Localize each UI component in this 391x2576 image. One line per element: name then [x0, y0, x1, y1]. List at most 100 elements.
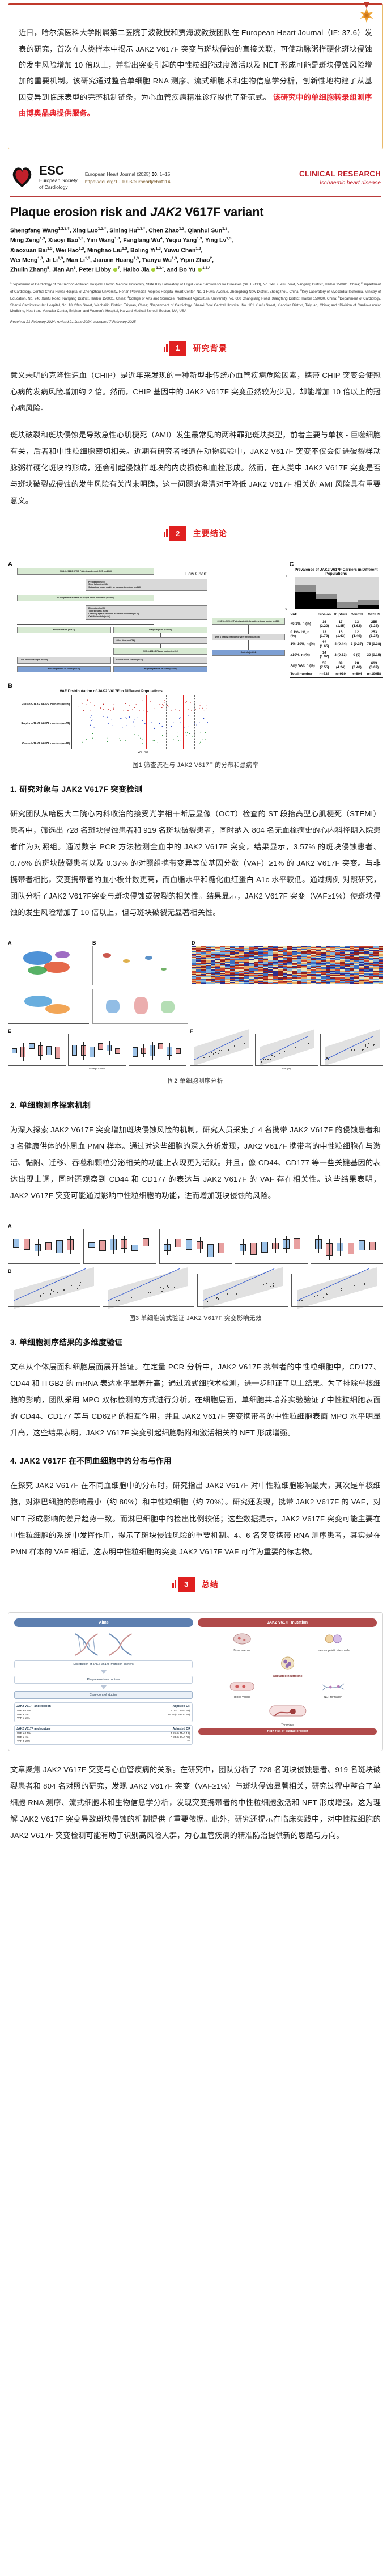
- abstract-mutation-title: JAK2 V617F mutation: [198, 1618, 377, 1627]
- vaf-cell: 3 (0.37): [348, 639, 365, 650]
- box-plot-whisker: [152, 1042, 153, 1060]
- fig2-correlation-panel: F VAF (%): [190, 1028, 383, 1070]
- vaf-data-point: [123, 710, 124, 711]
- bar-erosion: [295, 577, 316, 609]
- section-chip-background: 1 研究背景: [0, 341, 391, 356]
- correlation-data-point: [150, 1292, 151, 1293]
- stem-cell-icon: [290, 1631, 377, 1646]
- vaf-cell: 12 (1.49): [348, 629, 365, 639]
- heatmap-cell: [235, 983, 239, 984]
- vaf-data-point: [167, 705, 168, 706]
- subsection-4-paragraph: 在探究 JAK2 V617F 在不同血细胞中的分布时，研究指出 JAK2 V61…: [10, 1477, 381, 1559]
- citation-volume: 00: [152, 171, 157, 177]
- heatmap-cell: [268, 983, 273, 984]
- correlation-data-point: [364, 1283, 366, 1284]
- subsection-2: 2. 单细胞测序探索机制 为深入探索 JAK2 V617F 突变增加斑块侵蚀风险…: [0, 1099, 391, 1204]
- heatmap-cell: [196, 983, 201, 984]
- intro-section: 近日，哈尔滨医科大学附属第二医院于波教授和贾海波教授团队在 European H…: [0, 0, 391, 149]
- vaf-data-point: [195, 709, 196, 710]
- flow-node-erosion-cases: Erosion patients as cases (n=728): [17, 666, 111, 673]
- box-plot-whisker: [286, 1236, 287, 1253]
- vaf-data-point: [180, 740, 181, 741]
- correlation-data-point: [216, 1298, 217, 1299]
- heatmap-cell: [379, 983, 383, 984]
- vaf-cell: 14 (1.92): [316, 650, 333, 660]
- vaf-cell: n=19958: [365, 671, 383, 677]
- vaf-data-point: [126, 718, 128, 719]
- orcid-icon[interactable]: [198, 268, 202, 272]
- abstract-activated-neutrophil-label: Activated neutrophil: [198, 1675, 377, 1678]
- subsection-4-heading: 4. JAK2 V617F 在不同血细胞中的分布与作用: [10, 1454, 381, 1466]
- abstract-arrow-2-icon: [101, 1685, 107, 1689]
- panel-b-title: VAF Distributation of JAK2 V617F in Diff…: [8, 689, 214, 693]
- orcid-icon[interactable]: [151, 268, 155, 272]
- fig2-panel-d-label: D: [192, 940, 383, 946]
- heatmap-cell: [215, 983, 220, 984]
- vaf-data-point: [134, 734, 135, 735]
- vaf-data-point: [140, 737, 141, 739]
- correlation-data-point: [274, 1056, 275, 1057]
- citation-prefix: European Heart Journal (2025): [85, 171, 152, 177]
- fig3-scatter-3: [197, 1274, 289, 1307]
- vaf-data-point: [200, 702, 201, 703]
- fig3-bar-cd62p: [311, 1229, 383, 1264]
- heatmap-cell: [244, 983, 249, 984]
- correlation-data-point: [270, 1059, 271, 1060]
- vaf-data-point: [185, 732, 186, 733]
- journal-doi-link[interactable]: https://doi.org/10.1093/eurheartj/ehaf11…: [85, 178, 171, 185]
- correlation-data-point: [368, 1043, 369, 1044]
- activated-neutrophil-icon: [232, 1655, 343, 1672]
- heatmap-cell: [264, 983, 268, 984]
- citation-pages: , 1–15: [157, 171, 170, 177]
- vaf-data-point: [162, 735, 163, 736]
- vaf-prevalence-table: VAF Erosion Rupture Control GESUS <0.1%, n (…: [290, 612, 384, 677]
- flow-node-rupture: Plaque rupture (n=2706): [113, 627, 207, 634]
- correlation-data-point: [174, 1287, 175, 1288]
- vaf-data-point: [103, 716, 104, 717]
- background-body: 意义未明的克隆性造血（CHIP）是近年来发现的一种新型非传统心血管疾病危险因素，…: [0, 367, 391, 509]
- heatmap-cell: [254, 983, 258, 984]
- vaf-data-point: [121, 718, 122, 719]
- orcid-icon[interactable]: [113, 268, 117, 272]
- heatmap-cell: [373, 983, 378, 984]
- heatmap-cell: [220, 983, 225, 984]
- bone-marrow-icon: [198, 1631, 286, 1646]
- correlation-data-point: [221, 1050, 222, 1051]
- abstract-table-erosion: VAF ≥ 0.1% 2.01 (1.16–3.48) VAF ≥ 1% 10.23 …: [16, 1709, 190, 1720]
- dna-helix-icon: [14, 1631, 193, 1658]
- vaf-cell: 55 (7.55): [316, 660, 333, 671]
- vaf-cell: n=804: [348, 671, 365, 677]
- box-plot-whisker: [38, 1239, 39, 1255]
- fig2-panel-b-label: B: [92, 940, 188, 946]
- vaf-data-point: [83, 710, 84, 711]
- vaf-row-label: Any VAF, n (%): [290, 660, 317, 671]
- blood-vessel-icon: [198, 1680, 286, 1693]
- correlation-data-point: [279, 1053, 280, 1054]
- vaf-data-point: [188, 715, 189, 716]
- vaf-cell: 13 (1.79): [316, 629, 333, 639]
- graphical-abstract: Aims JAK2 V617F mutation: [0, 1603, 391, 1751]
- vaf-data-point: [178, 740, 179, 741]
- vaf-data-point: [158, 719, 159, 720]
- correlation-data-point: [234, 1045, 235, 1047]
- flow-chart-title: Flow Chart: [185, 571, 207, 576]
- vaf-data-point: [207, 722, 208, 723]
- subsection-2-heading: 2. 单细胞测序探索机制: [10, 1099, 381, 1110]
- vaf-data-point: [199, 707, 200, 709]
- boxplot-group-1: [8, 1034, 66, 1066]
- author-line-2: Ming Zeng1,3, Xiaoyi Bao1,3, Yini Wang1,…: [10, 236, 381, 246]
- correlation-data-point: [308, 1043, 309, 1044]
- stacked-bar-chart: 1 0: [290, 577, 384, 609]
- box-plot-whisker: [169, 1043, 170, 1060]
- umap-plot-2: [8, 989, 89, 1024]
- subsection-1: 1. 研究对象与 JAK2 V617F 突变检测 研究团队从哈医大二院心内科收治…: [0, 783, 391, 921]
- vaf-data-point: [135, 704, 137, 705]
- section-3-number: 3: [178, 1577, 195, 1592]
- correlation-data-point: [40, 1295, 41, 1296]
- vaf-data-point: [142, 743, 143, 744]
- vaf-data-point: [144, 723, 146, 724]
- figure-1: A Flow Chart 2014.6–2022.5 STEMI Patient…: [0, 552, 391, 769]
- correlation-data-point: [77, 1288, 78, 1289]
- vaf-data-point: [184, 727, 185, 728]
- abstract-table1-title: JAK2 V617F and erosion: [16, 1705, 51, 1708]
